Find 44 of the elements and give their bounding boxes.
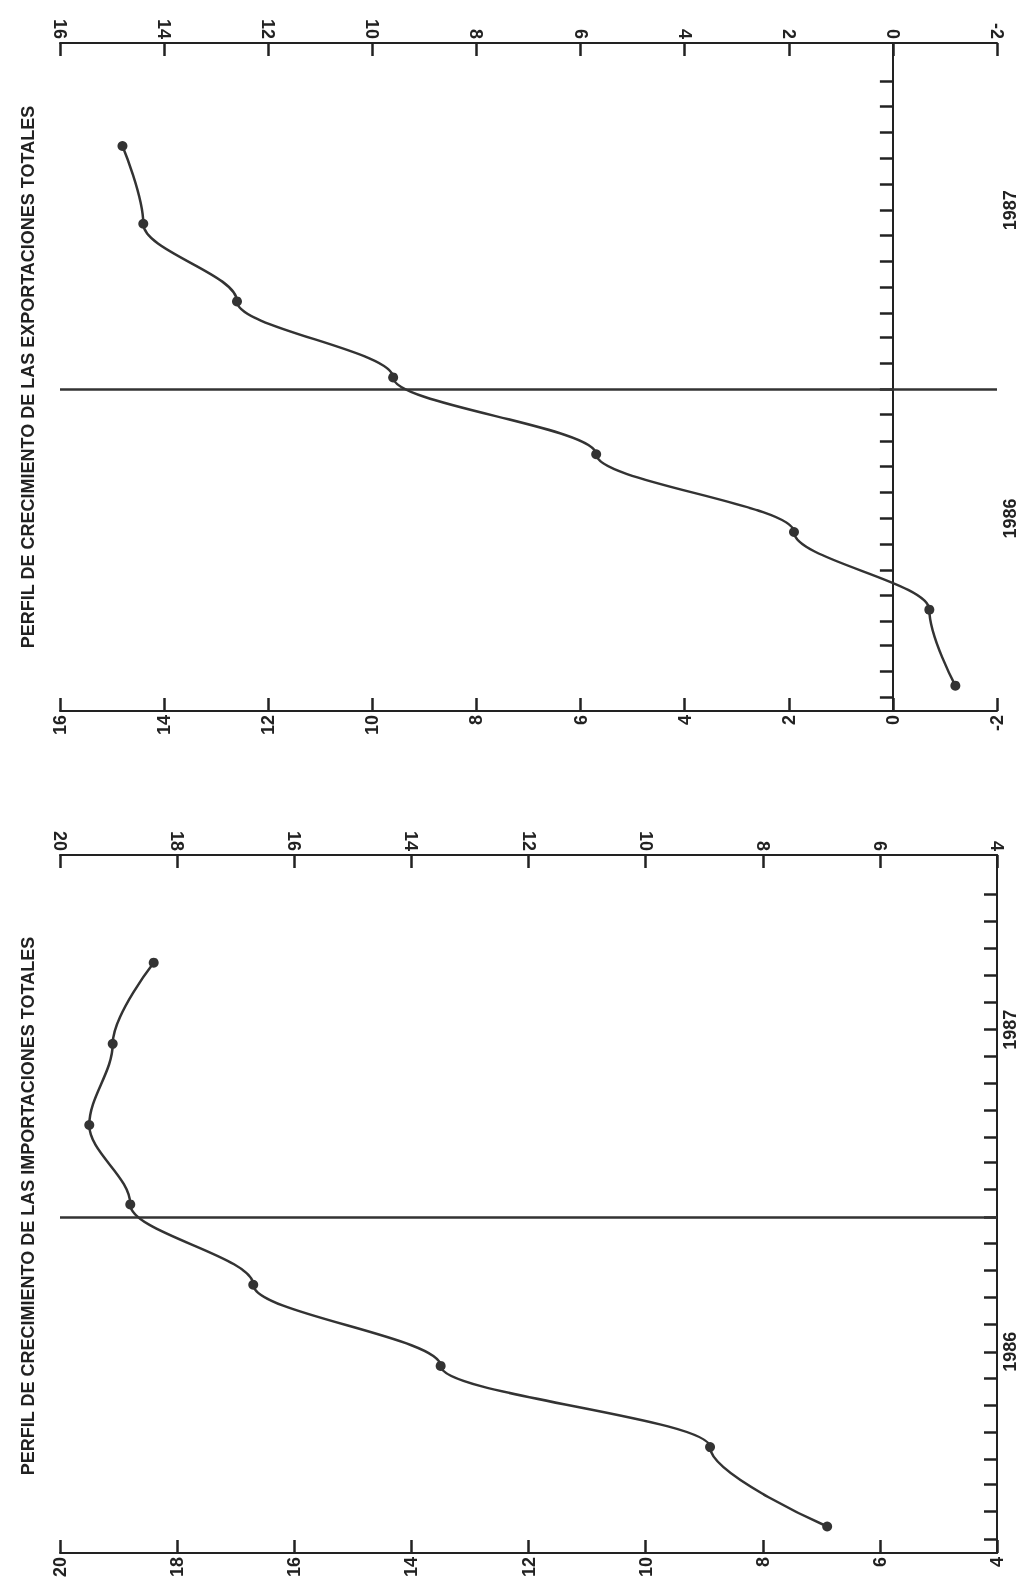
x-tick-label: 8 bbox=[752, 1556, 773, 1567]
x2-tick-label: -2 bbox=[987, 22, 1007, 39]
x-tick-label: 10 bbox=[362, 715, 383, 736]
x-tick-label: 20 bbox=[50, 1556, 70, 1578]
x2-tick-label: 10 bbox=[362, 18, 383, 39]
x-tick-label: 0 bbox=[882, 715, 903, 726]
x-tick-label: 2 bbox=[778, 715, 799, 726]
x-tick-label: 14 bbox=[401, 1556, 422, 1578]
text: PERFIL DE CRECIMIENTO DE LAS IMPORTACIONES TOTALES bbox=[18, 936, 38, 1476]
x2-tick-label: 16 bbox=[284, 830, 305, 851]
x-tick-label: 18 bbox=[167, 1556, 188, 1578]
x2-tick-label: 4 bbox=[987, 840, 1007, 851]
x-tick-label: 16 bbox=[50, 715, 70, 736]
x2-tick-label: 8 bbox=[752, 840, 773, 851]
x2-tick-label: 6 bbox=[869, 840, 890, 851]
x2-tick-label: 0 bbox=[882, 28, 903, 39]
x2-tick-label: 12 bbox=[258, 18, 279, 39]
x2-tick-label: 18 bbox=[167, 830, 188, 851]
x-tick-label: 6 bbox=[869, 1556, 890, 1567]
x2-tick-label: 2 bbox=[778, 28, 799, 39]
x-tick-label: 16 bbox=[284, 1556, 305, 1578]
x2-tick-label: 12 bbox=[518, 830, 539, 851]
x2-tick-label: 6 bbox=[570, 28, 591, 39]
x-tick-label: -2 bbox=[987, 715, 1007, 732]
x2-tick-label: 8 bbox=[466, 28, 487, 39]
y-tick-label: 1987 bbox=[1000, 1009, 1020, 1050]
x2-tick-label: 14 bbox=[154, 18, 175, 39]
x-tick-label: 12 bbox=[518, 1556, 539, 1578]
y-tick-label: 1986 bbox=[1000, 1331, 1020, 1372]
x2-tick-label: 14 bbox=[401, 830, 422, 851]
x2-tick-label: 20 bbox=[50, 830, 70, 851]
x2-tick-label: 10 bbox=[635, 830, 656, 851]
x-tick-label: 4 bbox=[987, 1556, 1007, 1567]
x2-tick-label: 4 bbox=[674, 28, 695, 39]
x-tick-label: 12 bbox=[258, 715, 279, 736]
y-tick-label: 1986 bbox=[1000, 498, 1020, 539]
x-tick-label: 4 bbox=[674, 715, 695, 726]
text: PERFIL DE CRECIMIENTO DE LAS EXPORTACIONES TOTALES bbox=[18, 105, 38, 649]
x-tick-label: 8 bbox=[466, 715, 487, 726]
x-tick-label: 14 bbox=[154, 715, 175, 736]
x-tick-label: 6 bbox=[570, 715, 591, 726]
x-tick-label: 10 bbox=[635, 1556, 656, 1578]
x2-tick-label: 16 bbox=[50, 18, 70, 39]
y-tick-label: 1987 bbox=[1000, 190, 1020, 231]
